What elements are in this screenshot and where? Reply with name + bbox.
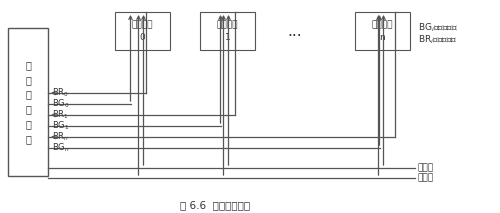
Text: BR$_i$：总线请求: BR$_i$：总线请求	[418, 34, 458, 46]
Bar	[115, 12, 170, 50]
Bar	[8, 28, 48, 176]
Bar	[200, 12, 255, 50]
Text: BR$_{n}$: BR$_{n}$	[52, 131, 69, 143]
Text: ...: ...	[288, 23, 302, 39]
Text: BG$_i$：总线允许: BG$_i$：总线允许	[418, 22, 458, 34]
Text: 设备接口
1: 设备接口 1	[217, 20, 238, 42]
Bar	[355, 12, 410, 50]
Text: BR$_{1}$: BR$_{1}$	[52, 109, 69, 121]
Text: BG$_{0}$: BG$_{0}$	[52, 98, 70, 110]
Text: 总
线
控
制
部
件: 总 线 控 制 部 件	[25, 60, 31, 144]
Text: 图 6.6  独立请求方式: 图 6.6 独立请求方式	[180, 200, 250, 210]
Text: 设备接口
n: 设备接口 n	[372, 20, 393, 42]
Text: BG$_{n}$: BG$_{n}$	[52, 142, 70, 154]
Text: 数据线: 数据线	[418, 164, 434, 173]
Text: 设备接口
0: 设备接口 0	[132, 20, 153, 42]
Text: BG$_{1}$: BG$_{1}$	[52, 120, 70, 132]
Text: 地址线: 地址线	[418, 174, 434, 183]
Text: BR$_{0}$: BR$_{0}$	[52, 87, 69, 99]
